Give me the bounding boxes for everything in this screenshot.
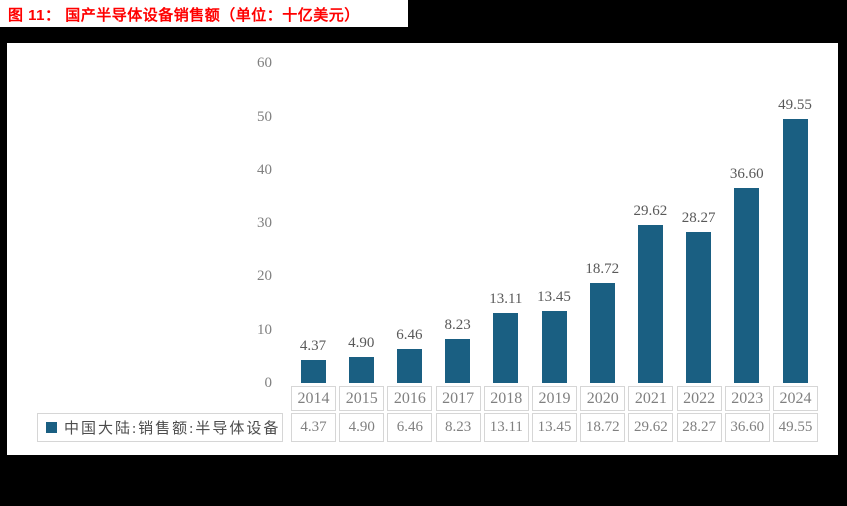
y-tick-label: 30	[257, 215, 272, 232]
y-tick-label: 20	[257, 268, 272, 285]
y-tick-label: 10	[257, 321, 272, 338]
value-cell-2015: 4.90	[339, 413, 385, 442]
legend-cell: 中国大陆:销售额:半导体设备	[37, 413, 283, 442]
bar-2021	[637, 225, 663, 383]
year-cell-2014: 2014	[291, 386, 336, 411]
value-cell-2024: 49.55	[773, 413, 818, 442]
bar-value-label: 36.60	[729, 165, 764, 182]
y-tick-label: 60	[257, 55, 272, 72]
year-cell-2022: 2022	[676, 386, 722, 411]
year-cell-2019: 2019	[532, 386, 577, 411]
bar-value-label: 29.62	[633, 203, 668, 220]
bar-value-label: 49.55	[778, 96, 812, 113]
bar-value-label: 8.23	[444, 317, 471, 334]
bar-value-label: 18.72	[585, 261, 620, 278]
value-cell-2023: 36.60	[724, 413, 770, 442]
legend-swatch-square	[46, 421, 57, 433]
year-cell-2024: 2024	[773, 386, 818, 411]
year-cell-2015: 2015	[339, 386, 385, 411]
bar-2024	[782, 118, 808, 383]
bar-2016	[396, 348, 422, 383]
y-tick-label: 50	[257, 108, 272, 125]
value-cell-2017: 8.23	[435, 413, 481, 442]
value-cell-2016: 6.46	[387, 413, 433, 442]
bar-2014	[300, 359, 326, 383]
chart-panel: 0 10 20 30 40 50 60 4.37 4.90 6.46 8.23 13.11 13.45…	[7, 43, 838, 455]
bar-2018	[493, 313, 519, 383]
figure-title: 图 11： 国产半导体设备销售额（单位：十亿美元）	[8, 7, 360, 24]
bar-value-label: 13.11	[489, 291, 523, 308]
bar-2015	[348, 356, 374, 383]
value-cell-2014: 4.37	[291, 413, 336, 442]
legend-series-label: 中国大陆:销售额:半导体设备	[64, 421, 281, 437]
value-cell-2021: 29.62	[628, 413, 674, 442]
year-cell-2020: 2020	[580, 386, 626, 411]
year-cell-2018: 2018	[483, 386, 529, 411]
bar-2020	[589, 283, 615, 383]
year-cell-2017: 2017	[435, 386, 481, 411]
year-cell-2016: 2016	[387, 386, 433, 411]
bar-2022	[686, 232, 712, 383]
bar-2023	[734, 187, 760, 383]
bar-2019	[541, 311, 567, 383]
bar-value-label: 6.46	[396, 326, 423, 343]
value-cell-2022: 28.27	[676, 413, 722, 442]
bar-value-label: 28.27	[681, 210, 716, 227]
bar-2017	[445, 339, 471, 383]
year-cell-2023: 2023	[724, 386, 770, 411]
value-cell-2020: 18.72	[580, 413, 626, 442]
figure-title-box: 图 11： 国产半导体设备销售额（单位：十亿美元）	[0, 0, 408, 27]
year-cell-2021: 2021	[628, 386, 674, 411]
bar-value-label: 13.45	[537, 289, 571, 306]
y-tick-label: 0	[264, 375, 273, 391]
bar-value-label: 4.90	[348, 334, 375, 351]
bar-value-label: 4.37	[299, 337, 327, 354]
y-tick-label: 40	[257, 161, 272, 178]
value-cell-2018: 13.11	[483, 413, 529, 442]
value-cell-2019: 13.45	[532, 413, 577, 442]
